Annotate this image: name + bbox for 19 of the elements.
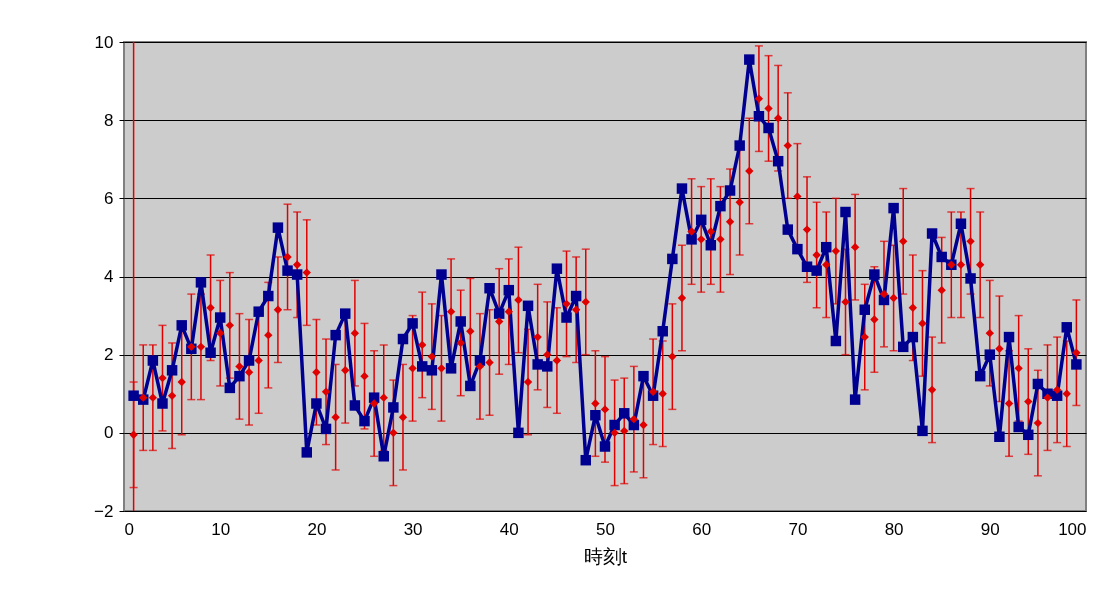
x-tick-label: 60: [692, 519, 712, 539]
x-tick-label: 0: [124, 519, 134, 539]
x-tick-label: 70: [788, 519, 808, 539]
x-tick-label: 90: [980, 519, 1000, 539]
x-tick-label: 100: [1058, 519, 1087, 539]
x-axis-title: 時刻t: [583, 545, 628, 567]
x-tick-label: 80: [884, 519, 904, 539]
x-tick-label: 20: [307, 519, 327, 539]
x-tick-label: 30: [403, 519, 423, 539]
y-tick-label: 0: [104, 423, 114, 443]
y-tick-label: 6: [104, 188, 114, 208]
y-tick-label: 10: [94, 32, 114, 52]
y-tick-label: 2: [104, 345, 114, 365]
y-tick-label: 4: [104, 267, 114, 286]
x-tick-label: 50: [596, 519, 615, 539]
y-tick-label: −2: [94, 501, 114, 521]
y-tick-label: 8: [104, 110, 114, 130]
x-tick-label: 10: [211, 519, 231, 539]
x-tick-label: 40: [499, 519, 519, 539]
